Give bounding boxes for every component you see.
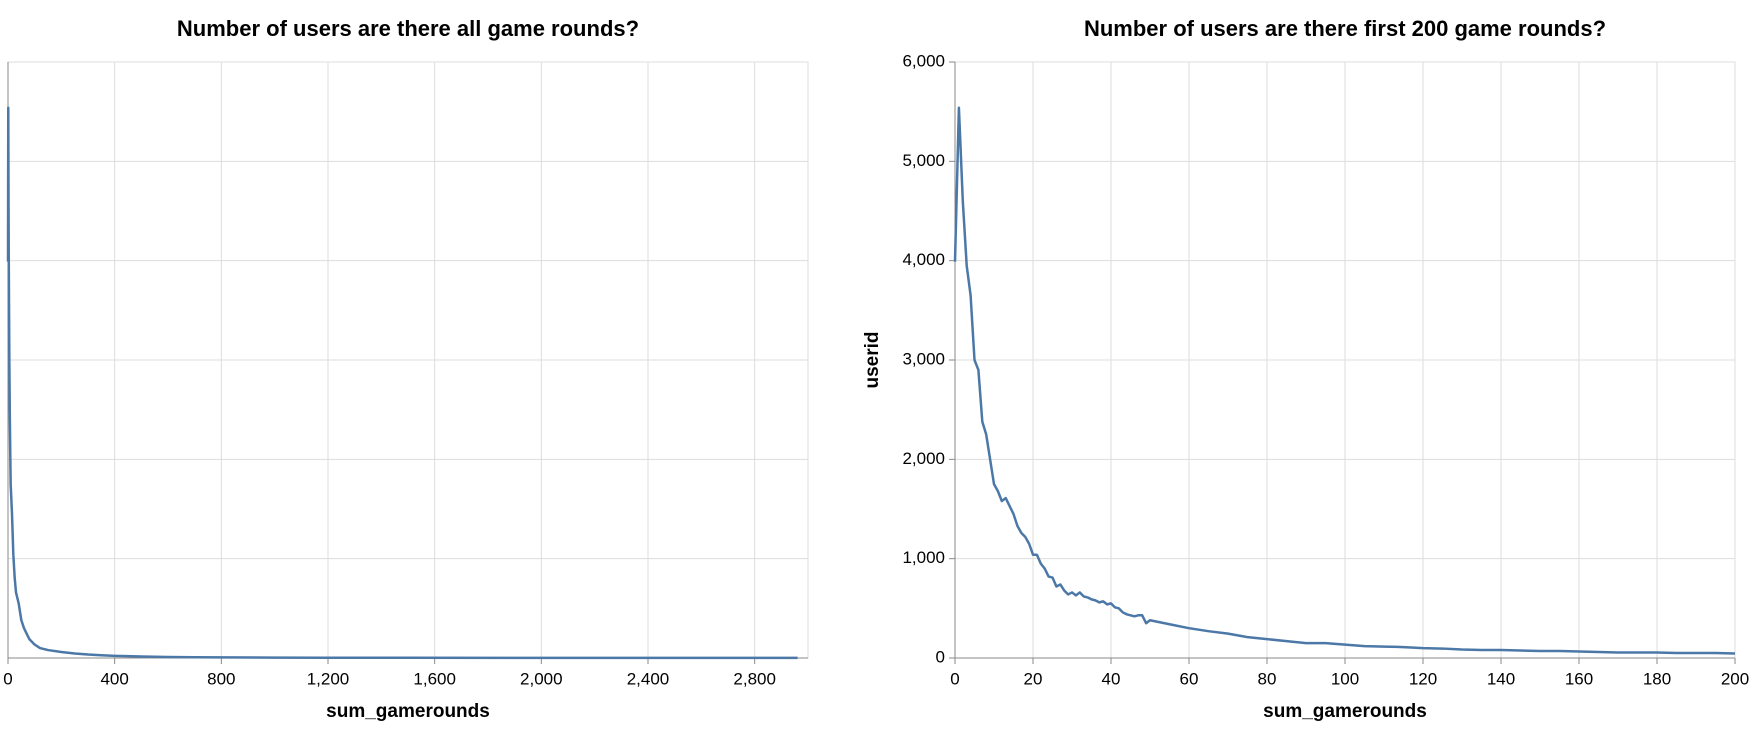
y-tick-label: 4,000 <box>902 250 945 269</box>
y-tick-label: 3,000 <box>902 349 945 368</box>
x-tick-label: 200 <box>1721 669 1749 688</box>
x-axis-title: sum_gamerounds <box>326 701 490 722</box>
x-tick-label: 2,000 <box>520 669 563 688</box>
y-tick-label: 1,000 <box>902 548 945 567</box>
x-tick-label: 800 <box>207 669 235 688</box>
chart-title: Number of users are there first 200 game… <box>1084 16 1606 41</box>
x-tick-label: 140 <box>1487 669 1515 688</box>
chart-title: Number of users are there all game round… <box>177 16 639 41</box>
x-tick-label: 0 <box>950 669 959 688</box>
x-tick-label: 20 <box>1024 669 1043 688</box>
y-tick-label: 0 <box>936 647 945 666</box>
y-axis-title: userid <box>862 331 883 388</box>
x-tick-label: 40 <box>1102 669 1121 688</box>
x-tick-label: 120 <box>1409 669 1437 688</box>
x-tick-label: 400 <box>100 669 128 688</box>
x-tick-label: 100 <box>1331 669 1359 688</box>
data-line <box>6 106 798 660</box>
x-axis-title: sum_gamerounds <box>1263 701 1427 722</box>
x-tick-label: 60 <box>1180 669 1199 688</box>
x-tick-label: 1,200 <box>307 669 350 688</box>
x-tick-label: 160 <box>1565 669 1593 688</box>
x-tick-label: 1,600 <box>413 669 456 688</box>
x-tick-label: 80 <box>1258 669 1277 688</box>
y-tick-label: 5,000 <box>902 151 945 170</box>
data-line <box>953 106 1736 655</box>
x-tick-label: 2,800 <box>733 669 776 688</box>
x-tick-label: 2,400 <box>627 669 670 688</box>
x-tick-label: 0 <box>3 669 12 688</box>
x-tick-label: 180 <box>1643 669 1671 688</box>
y-tick-label: 6,000 <box>902 51 945 70</box>
y-tick-label: 2,000 <box>902 449 945 468</box>
